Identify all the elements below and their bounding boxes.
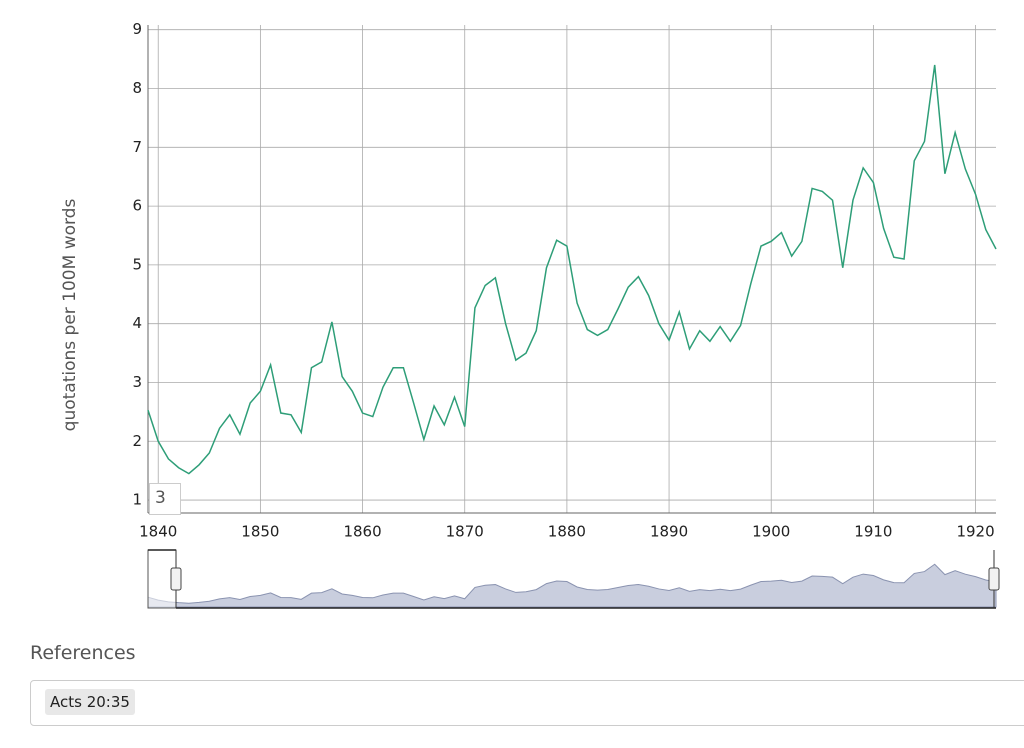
navigator-area xyxy=(147,563,997,608)
x-tick-label: 1920 xyxy=(956,523,994,541)
references-box[interactable]: Acts 20:35 xyxy=(30,680,1024,726)
x-tick-label: 1840 xyxy=(139,523,177,541)
smoothing-input[interactable]: 3 xyxy=(149,483,181,515)
y-tick-label: 2 xyxy=(132,432,142,450)
navigator-mask xyxy=(147,549,177,609)
y-tick-label: 5 xyxy=(132,255,142,273)
navigator-handle[interactable] xyxy=(988,567,1000,591)
y-tick-label: 1 xyxy=(132,491,142,509)
y-tick-label: 4 xyxy=(132,314,142,332)
x-tick-label: 1900 xyxy=(752,523,790,541)
y-axis-label: quotations per 100M words xyxy=(60,199,80,432)
data-line xyxy=(147,64,997,475)
y-tick-label: 9 xyxy=(132,20,142,38)
x-tick-label: 1910 xyxy=(854,523,892,541)
y-tick-label: 6 xyxy=(132,197,142,215)
x-tick-label: 1880 xyxy=(548,523,586,541)
x-tick-label: 1850 xyxy=(241,523,279,541)
chart: quotations per 100M words 1 2 3 4 5 6 7 8 9 1840 1… xyxy=(60,20,1000,609)
x-tick-label: 1890 xyxy=(650,523,688,541)
reference-tag[interactable]: Acts 20:35 xyxy=(45,689,135,715)
y-tick-label: 7 xyxy=(132,138,142,156)
x-tick-label: 1870 xyxy=(446,523,484,541)
references-label: References xyxy=(30,642,136,664)
x-tick-label: 1860 xyxy=(343,523,381,541)
y-tick-label: 8 xyxy=(132,79,142,97)
navigator-handle[interactable] xyxy=(170,567,182,591)
y-tick-label: 3 xyxy=(132,373,142,391)
